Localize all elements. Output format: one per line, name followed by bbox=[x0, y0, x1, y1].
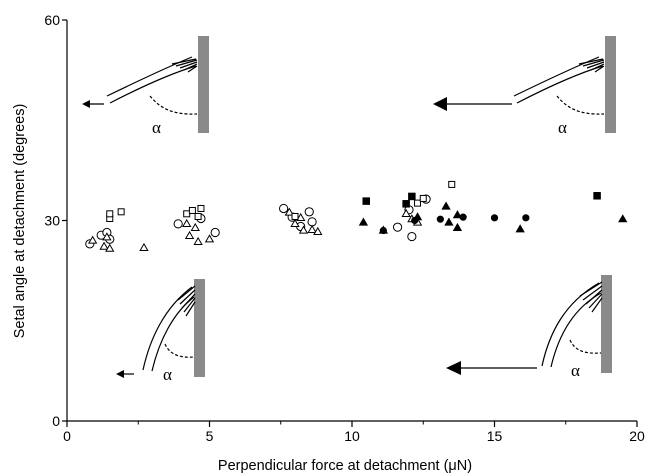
data-point bbox=[313, 226, 323, 235]
data-point bbox=[304, 207, 314, 217]
pull-arrowhead bbox=[116, 370, 124, 378]
illustration-top-left: α bbox=[82, 36, 209, 137]
data-point bbox=[102, 232, 112, 241]
data-point bbox=[401, 208, 411, 217]
data-point bbox=[190, 222, 200, 231]
data-point bbox=[522, 214, 530, 222]
y-tick-label: 0 bbox=[52, 413, 60, 429]
data-point bbox=[210, 227, 220, 238]
substrate-wall bbox=[194, 279, 205, 377]
data-point bbox=[291, 212, 299, 220]
data-point bbox=[515, 224, 525, 233]
data-point bbox=[490, 214, 499, 222]
data-point bbox=[182, 218, 192, 227]
data-point bbox=[188, 206, 196, 214]
data-point bbox=[307, 224, 317, 233]
x-axis-label: Perpendicular force at detachment (μN) bbox=[218, 458, 472, 474]
data-point bbox=[106, 210, 114, 218]
data-point bbox=[412, 212, 423, 221]
pull-arrowhead bbox=[82, 100, 90, 108]
angle-arc bbox=[569, 339, 602, 354]
spatula-tips bbox=[579, 281, 603, 313]
data-point bbox=[618, 214, 628, 223]
angle-label: α bbox=[571, 361, 580, 380]
data-point bbox=[184, 230, 195, 240]
angle-arc bbox=[149, 95, 198, 115]
substrate-wall bbox=[198, 36, 209, 133]
data-point bbox=[298, 225, 309, 234]
angle-arc bbox=[164, 343, 195, 358]
seta-shaft bbox=[550, 292, 602, 368]
data-points bbox=[85, 180, 628, 252]
angle-arc bbox=[556, 95, 605, 115]
y-tick-label: 30 bbox=[44, 213, 60, 229]
data-point bbox=[194, 212, 202, 220]
data-point bbox=[290, 218, 300, 227]
seta-shaft bbox=[516, 65, 604, 104]
x-tick-label: 20 bbox=[629, 428, 645, 444]
data-point bbox=[279, 203, 289, 214]
data-point bbox=[419, 194, 427, 202]
data-point bbox=[139, 242, 149, 252]
spatula-tips bbox=[578, 58, 605, 73]
seta-shaft bbox=[142, 286, 193, 371]
pull-arrowhead bbox=[446, 361, 461, 375]
data-point bbox=[593, 192, 601, 200]
x-tick-label: 0 bbox=[63, 428, 71, 444]
x-tick-label: 10 bbox=[344, 428, 360, 444]
data-point bbox=[408, 192, 416, 201]
angle-label: α bbox=[152, 118, 161, 137]
data-point bbox=[99, 241, 109, 250]
substrate-wall bbox=[605, 36, 616, 133]
seta-shaft bbox=[109, 65, 197, 104]
data-point bbox=[358, 217, 369, 226]
pull-arrowhead bbox=[433, 97, 447, 111]
data-point bbox=[393, 222, 403, 232]
plot-area: 0 5 10 15 20 0 30 60 bbox=[44, 12, 645, 444]
spatula-tips bbox=[171, 58, 198, 73]
x-tick-label: 15 bbox=[487, 428, 503, 444]
y-axis-label: Setal angle at detachment (degrees) bbox=[12, 104, 28, 339]
data-point bbox=[87, 235, 98, 244]
y-tick-label: 60 bbox=[44, 12, 60, 28]
illustration-bottom-left: α bbox=[116, 279, 205, 384]
data-point bbox=[452, 222, 463, 231]
data-point bbox=[296, 212, 306, 221]
data-point bbox=[436, 215, 444, 223]
seta-shaft bbox=[513, 56, 600, 97]
seta-shaft bbox=[106, 56, 193, 97]
data-point bbox=[197, 204, 205, 212]
data-point bbox=[378, 225, 389, 234]
illustration-bottom-right: α bbox=[446, 275, 612, 380]
seta-shaft bbox=[541, 282, 600, 367]
spatula-tips bbox=[177, 285, 196, 317]
illustration-top-right: α bbox=[433, 36, 616, 137]
angle-label: α bbox=[163, 365, 172, 384]
data-point bbox=[117, 208, 125, 216]
data-point bbox=[105, 243, 115, 252]
data-point bbox=[173, 219, 183, 229]
data-point bbox=[183, 210, 191, 218]
data-point bbox=[407, 231, 417, 242]
data-point bbox=[204, 234, 215, 243]
data-point bbox=[444, 217, 454, 226]
angle-label: α bbox=[558, 118, 567, 137]
data-point bbox=[307, 217, 317, 227]
data-point bbox=[448, 180, 456, 188]
data-point bbox=[452, 210, 463, 219]
substrate-wall bbox=[601, 275, 612, 373]
data-point bbox=[414, 199, 422, 207]
data-point bbox=[441, 201, 451, 210]
data-point bbox=[284, 207, 294, 216]
data-point bbox=[362, 197, 370, 205]
data-point bbox=[193, 236, 203, 246]
x-tick-label: 5 bbox=[206, 428, 214, 444]
data-point bbox=[402, 200, 410, 208]
